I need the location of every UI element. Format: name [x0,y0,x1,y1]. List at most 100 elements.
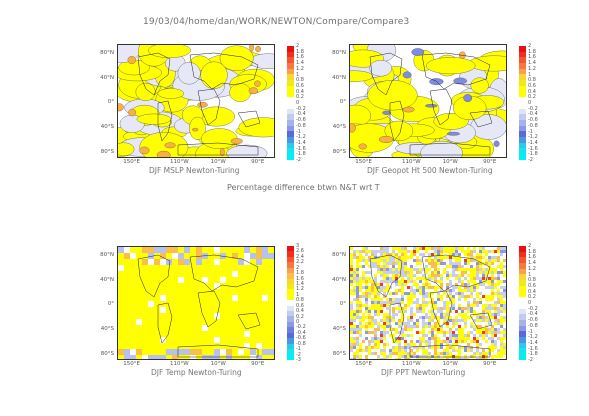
colorbar-swatch [287,137,294,143]
colorbar-label: 0.6 [528,282,536,289]
lat-label: 80°N [100,49,114,56]
colorbar-label: 1.8 [528,48,536,55]
colorbar-label: -1.2 [296,134,306,141]
colorbar-swatch [287,91,294,98]
colorbar-swatch [519,291,526,298]
colorbar-label: 1 [296,71,300,78]
colorbar-label: 0.8 [296,77,304,84]
colorbar-swatch [287,119,294,126]
colorbar-label: 1.8 [528,248,536,255]
map-mslp [117,44,275,158]
lon-label: 150°E [355,361,372,367]
colorbar-label: 0 [528,300,532,306]
colorbar-swatch [287,316,294,322]
lat-label: 80°N [332,251,346,258]
lon-label: 10°W [442,361,458,367]
panel-title-ppt: DJF PPT Newton-Turing [381,368,466,377]
colorbar-label: -0.4 [528,311,538,318]
colorbar-swatch [287,289,294,295]
lon-label: 10°W [210,361,226,367]
colorbar-swatch [287,148,294,155]
panel-title-temp: DJF Temp Newton-Turing [151,368,242,377]
colorbar-label: 1.4 [296,281,304,287]
colorbar-swatch [287,85,294,92]
colorbar-swatch [287,97,294,103]
lon-label: 110°W [170,159,189,165]
colorbar-swatch [519,308,526,315]
colorbar-label: 1.6 [296,54,304,61]
lat-label: 40°N [332,74,346,81]
colorbar-swatch [519,85,526,92]
colorbar-label: -0.6 [528,317,538,324]
colorbar-swatch [519,91,526,98]
colorbar-swatch [287,80,294,86]
map-temp [117,246,275,360]
colorbar-label: -1 [296,128,301,135]
colorbar-label: 0.2 [528,294,536,301]
colorbar-label: 0.2 [296,313,304,320]
panel-title-mslp: DJF MSLP Newton-Turing [149,166,240,175]
colorbar-label: -0.4 [296,111,306,118]
colorbar-label: 0 [296,100,300,106]
colorbar-geopot [519,46,526,160]
colorbar-label: 1.4 [528,60,536,67]
colorbar-swatch [519,314,526,320]
lat-label: 80°N [332,49,346,56]
lon-label: 150°E [355,159,372,165]
colorbar-label: 1.6 [296,275,304,282]
colorbar-swatch [519,80,526,86]
colorbar-swatch [287,142,294,149]
colorbar-label: -1.4 [528,139,538,146]
colorbar-swatch [519,302,526,309]
colorbar-label: 1.4 [528,260,536,267]
colorbar-swatch [287,338,294,344]
colorbar-swatch [287,256,294,263]
colorbar-swatch [287,354,294,360]
colorbar-swatch [519,246,526,252]
colorbar-swatch [519,142,526,149]
colorbar-label: -0.2 [528,105,538,112]
lon-label: 110°W [402,361,421,367]
lat-label: 0° [339,99,346,106]
colorbar-label: -1.4 [528,339,538,346]
colorbar-swatch [519,154,526,160]
colorbar-label: -0.6 [296,117,306,124]
colorbar-label: 1.4 [296,60,304,67]
lon-label: 150°E [123,159,140,165]
lat-label: 0° [339,301,346,308]
colorbar-swatch [287,343,294,350]
colorbar-label: 1.2 [528,265,536,272]
lat-label: 0° [107,301,114,308]
colorbar-label: 2.6 [296,248,304,255]
colorbar-label: -1.8 [296,151,306,158]
colorbar-label: -1.8 [528,351,538,358]
colorbar-swatch [287,154,294,160]
colorbar-label: 1.2 [528,65,536,72]
colorbar-swatch [287,332,294,339]
colorbar-label: -0.8 [296,122,306,129]
colorbar-swatch [519,51,526,58]
colorbar-swatch [519,354,526,360]
colorbar-swatch [287,114,294,120]
figure-caption: Percentage difference btwn N&T wrt T [227,183,380,192]
colorbar-swatch [519,285,526,292]
colorbar-label: -0.8 [296,340,306,347]
colorbar-swatch [519,268,526,275]
colorbar-label: -1 [528,328,533,335]
colorbar-label: -1.2 [528,134,538,141]
map-ppt [349,246,507,360]
lon-label: 90°E [251,361,265,367]
colorbar-swatch [287,305,294,312]
colorbar-label: 0.6 [296,82,304,89]
colorbar-swatch [287,74,294,81]
colorbar-swatch [287,311,294,317]
colorbar-label: 0 [296,319,300,325]
lat-label: 40°N [100,74,114,81]
colorbar-swatch [287,251,294,257]
colorbar-label: 0.8 [528,277,536,284]
colorbar-swatch [287,108,294,115]
colorbar-label: -0.6 [296,335,306,342]
colorbar-swatch [287,46,294,52]
colorbar-label: 1 [528,271,532,278]
colorbar-swatch [519,137,526,143]
